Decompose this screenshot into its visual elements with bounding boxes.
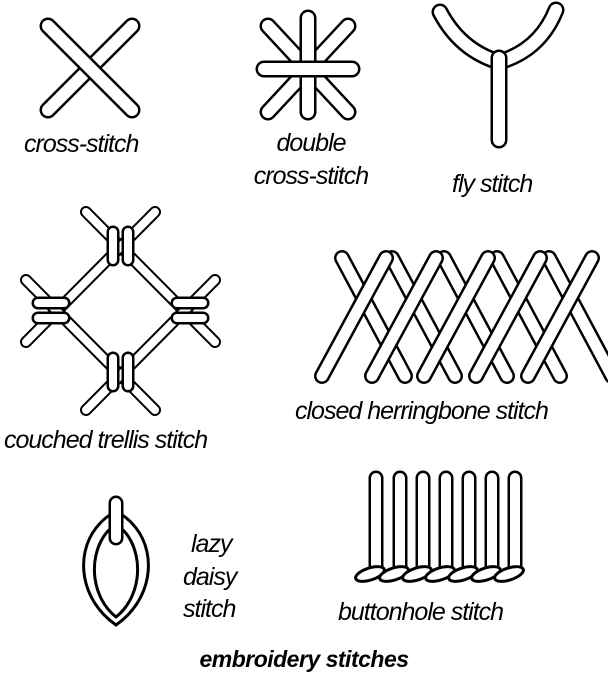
herringbone-strand xyxy=(438,252,513,382)
lazy-daisy-label-line1: lazy xyxy=(191,530,232,558)
fly-stitch-drawing xyxy=(431,1,565,149)
lazy-daisy-stitch-label: lazy daisy stitch xyxy=(183,528,237,626)
buttonhole-stitch-label: buttonhole stitch xyxy=(338,598,504,626)
herringbone-strand xyxy=(336,252,411,382)
herringbone-strand xyxy=(491,252,566,382)
herringbone-strand xyxy=(366,252,442,382)
fly-stitch-label: fly stitch xyxy=(452,170,533,198)
buttonhole-knot xyxy=(470,565,502,583)
cross-stitch-label: cross-stitch xyxy=(24,130,139,158)
closed-herringbone-stitch-drawing xyxy=(314,250,608,384)
double-cross-stitch-drawing xyxy=(255,9,361,121)
buttonhole-knot xyxy=(493,565,525,583)
buttonhole-knot xyxy=(401,565,433,583)
herringbone-strand xyxy=(522,252,598,382)
cross-stitch-drawing xyxy=(39,17,141,119)
herringbone-strand xyxy=(543,252,608,380)
closed-herringbone-stitch-label: closed herringbone stitch xyxy=(295,397,549,425)
double-cross-stitch-label-line1: double xyxy=(276,129,346,157)
lazy-daisy-label-line2: daisy xyxy=(183,562,237,591)
buttonhole-knot xyxy=(378,565,410,583)
double-cross-stitch-label-line2: cross-stitch xyxy=(253,162,369,190)
figure-title: embroidery stitches xyxy=(199,646,409,672)
herringbone-strand xyxy=(418,252,494,382)
buttonhole-knot xyxy=(424,565,456,583)
lazy-daisy-label-line3: stitch xyxy=(183,595,236,623)
buttonhole-knot xyxy=(447,565,479,583)
herringbone-strand xyxy=(386,252,461,382)
herringbone-strand xyxy=(316,252,392,382)
buttonhole-stitch-drawing xyxy=(354,470,525,583)
couched-trellis-stitch-label: couched trellis stitch xyxy=(4,426,208,454)
double-cross-stitch-label: double cross-stitch xyxy=(236,131,386,189)
buttonhole-knot xyxy=(354,565,386,583)
lazy-daisy-stitch-drawing xyxy=(82,495,150,627)
herringbone-strand xyxy=(470,252,546,382)
couched-trellis-stitch-drawing xyxy=(20,206,221,416)
